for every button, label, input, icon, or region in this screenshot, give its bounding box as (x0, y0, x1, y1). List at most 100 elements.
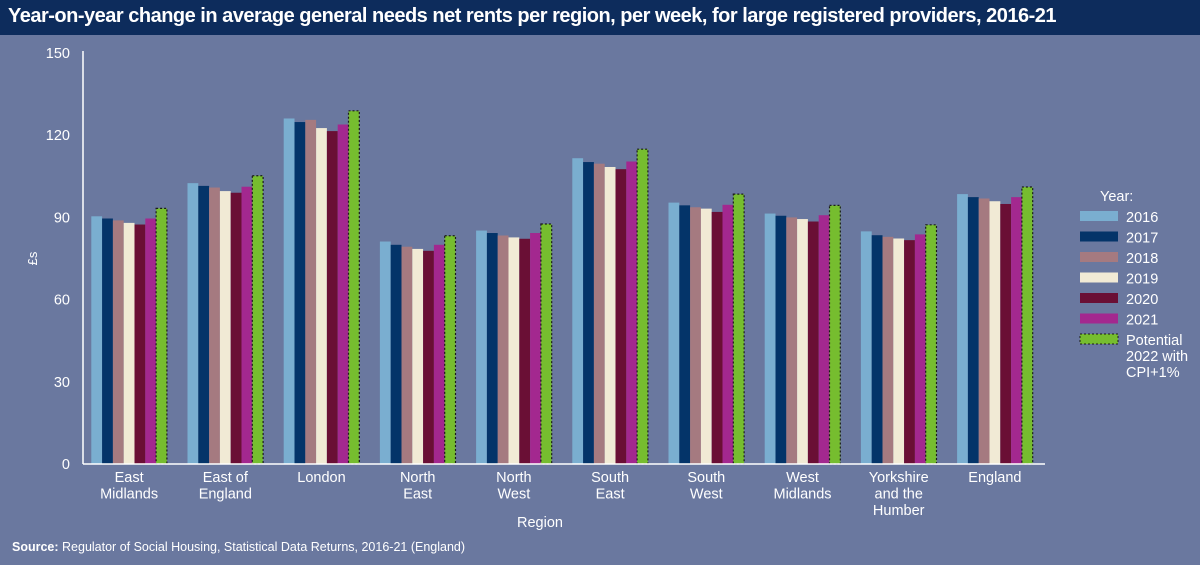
bar-2016-6 (668, 202, 680, 464)
bar-2020-5 (615, 169, 627, 464)
bar-Potential-7 (828, 204, 841, 465)
y-tick-label: 0 (62, 457, 70, 473)
bar-2021-9 (1011, 197, 1022, 464)
bar-2020-0 (134, 224, 146, 464)
x-tick-label: Midlands (773, 487, 831, 503)
bar-2017-0 (102, 218, 113, 464)
bar-2018-0 (112, 220, 124, 464)
bar-2021-8 (914, 234, 926, 464)
bar-2020-1 (230, 192, 242, 465)
bar-2019-0 (123, 222, 135, 464)
x-axis-label: Region (517, 515, 563, 531)
x-tick-label: London (297, 470, 345, 486)
bar-2018-6 (690, 207, 701, 464)
bar-2017-1 (198, 185, 210, 464)
legend-label: 2019 (1126, 272, 1158, 288)
legend-swatch (1080, 293, 1118, 303)
y-tick-label: 120 (46, 128, 70, 144)
bar-2020-6 (711, 211, 723, 464)
legend-swatch (1080, 231, 1118, 242)
legend-swatch (1080, 272, 1118, 283)
bar-2020-2 (326, 131, 338, 464)
bar-2020-7 (807, 221, 819, 464)
bar-2017-2 (294, 122, 306, 464)
legend-label: 2020 (1126, 292, 1158, 308)
bar-2021-0 (145, 218, 157, 464)
x-tick-label: West (498, 487, 531, 503)
bar-2021-4 (530, 233, 541, 464)
source-label: Source: (12, 540, 59, 554)
x-tick-label: Yorkshire (869, 470, 929, 486)
bar-2021-5 (626, 161, 638, 464)
legend-label: Potential (1126, 333, 1182, 349)
bar-2019-5 (604, 166, 616, 464)
x-tick-label: West (786, 470, 819, 486)
x-tick-label: Humber (873, 503, 925, 519)
bar-2018-7 (786, 217, 798, 464)
title-bar: Year-on-year change in average general n… (0, 0, 1200, 35)
bar-2018-9 (978, 198, 990, 464)
bar-2019-3 (412, 248, 424, 464)
bar-Potential-2 (347, 110, 360, 465)
bar-2016-5 (572, 158, 584, 464)
bar-2019-4 (508, 237, 520, 464)
bar-Potential-8 (925, 224, 938, 465)
x-tick-label: East (115, 470, 144, 486)
bars-group (91, 110, 1034, 465)
bar-2019-1 (219, 191, 231, 464)
bar-Potential-4 (540, 223, 553, 465)
bar-2021-6 (722, 204, 734, 464)
bar-2016-7 (764, 213, 776, 464)
bar-2017-6 (679, 205, 691, 464)
bar-2019-9 (989, 201, 1001, 464)
bar-Potential-9 (1021, 186, 1034, 465)
bar-2018-4 (497, 235, 509, 464)
bar-2017-9 (967, 197, 979, 464)
legend-swatch (1080, 313, 1118, 324)
bar-2017-4 (486, 233, 498, 464)
bar-2017-3 (390, 244, 402, 464)
bar-2020-3 (423, 250, 434, 464)
x-tick-label: North (496, 470, 531, 486)
source-text: Regulator of Social Housing, Statistical… (58, 540, 466, 554)
x-tick-label: England (968, 470, 1021, 486)
bar-Potential-3 (444, 235, 457, 465)
y-tick-label: 150 (46, 46, 70, 62)
legend-title: Year: (1100, 189, 1133, 205)
bar-2021-7 (818, 215, 830, 464)
x-tick-label: East (596, 487, 625, 503)
legend-label: 2017 (1126, 231, 1158, 247)
legend-label: 2022 with (1126, 349, 1188, 365)
bar-2021-3 (433, 244, 445, 464)
legend-swatch (1080, 252, 1118, 262)
legend: Year: 2016 2017 2018 2019 2020 2021 Potential20… (1079, 189, 1188, 381)
bar-2019-2 (316, 128, 327, 465)
bar-2019-7 (797, 219, 808, 464)
source-note: Source: Regulator of Social Housing, Sta… (12, 540, 465, 554)
bar-2016-9 (957, 194, 968, 465)
bar-Potential-6 (732, 193, 745, 465)
x-tick-label: North (400, 470, 435, 486)
y-tick-label: 60 (54, 293, 70, 309)
bar-2020-9 (1000, 203, 1012, 464)
x-tick-label: South (591, 470, 629, 486)
bar-Potential-5 (636, 148, 649, 465)
y-tick-label: 90 (54, 210, 70, 226)
bar-Potential-0 (155, 207, 168, 465)
bar-2020-8 (904, 240, 915, 464)
chart-title: Year-on-year change in average general n… (8, 5, 1057, 27)
legend-swatch (1079, 333, 1119, 345)
legend-label: CPI+1% (1126, 365, 1180, 381)
bar-2018-1 (209, 187, 220, 464)
legend-label: 2021 (1126, 313, 1158, 329)
bar-Potential-1 (251, 175, 264, 465)
bar-2021-2 (337, 124, 349, 464)
x-tick-label: and the (875, 487, 923, 503)
bar-2018-5 (593, 163, 605, 465)
bar-2018-2 (305, 119, 317, 464)
x-tick-label: East (403, 487, 432, 503)
bar-2016-0 (91, 216, 103, 464)
bar-2018-3 (401, 246, 413, 464)
bar-2017-5 (583, 162, 594, 464)
